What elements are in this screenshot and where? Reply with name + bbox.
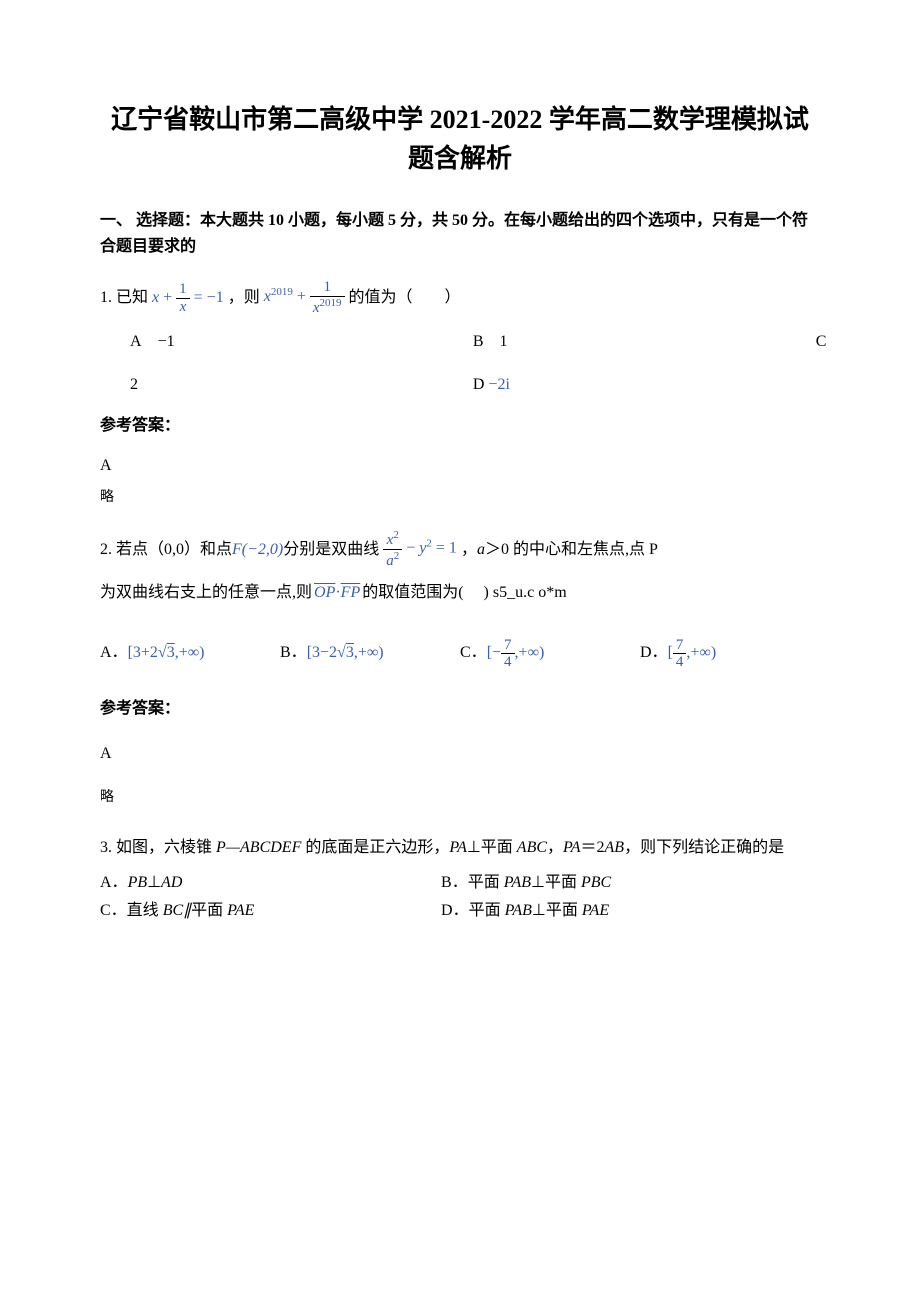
q3-tk: ，则下列结论正确的是: [624, 839, 784, 856]
q1-optD-val: −2i: [488, 376, 509, 393]
q2-optB-label: B．: [280, 635, 307, 670]
q1-options-row2: 2 D −2i: [100, 367, 850, 402]
q3-optA-v2: ⊥: [147, 874, 161, 891]
q2-optD-val: [74,+∞): [668, 635, 717, 670]
q3-optD-v1: PAB: [505, 902, 532, 919]
q3-optA: A．: [100, 874, 128, 891]
q2-fpoint: F(−2,0): [232, 532, 283, 567]
q3-optB-v2: ⊥平面: [531, 874, 581, 891]
q1-optA-val: −1: [158, 333, 175, 350]
q2-prefix: 2. 若点（0,0）和点: [100, 532, 232, 567]
q1-note: 略: [100, 487, 820, 509]
q3-optA-v1: PB: [128, 874, 148, 891]
q3-optD: D．平面: [441, 902, 505, 919]
q3-tc: 的底面是正六边形，: [305, 839, 449, 856]
q2-optC-val: [−74,+∞): [487, 635, 545, 670]
q2-optA-label: A．: [100, 635, 128, 670]
q3-optC-v2: 平面: [191, 902, 227, 919]
q3-tb: P—ABCDEF: [216, 839, 305, 856]
q3-optC-v3: PAE: [227, 902, 254, 919]
q3-ti: ＝2: [581, 839, 605, 856]
q1-optD-label: D: [473, 376, 485, 393]
q3-optA-v3: AD: [161, 874, 182, 891]
q3-tf: ABC: [517, 839, 547, 856]
q1-optB-val: 1: [500, 333, 508, 350]
q2-answer: A: [100, 741, 820, 767]
q3-optB-v3: PBC: [581, 874, 611, 891]
question-2: 2. 若点（0,0）和点 F(−2,0) 分别是双曲线 x2a2 − y2 = …: [100, 529, 820, 671]
q3-optC-v1: BC∥: [163, 902, 191, 919]
q2-options: A． [3+2√3,+∞) B． [3−2√3,+∞) C． [−74,+∞) …: [100, 635, 820, 670]
q3-optC: C．直线: [100, 902, 163, 919]
q3-ta: 3. 如图，六棱锥: [100, 839, 216, 856]
q2-line2a: 为双曲线右支上的任意一点,则: [100, 575, 312, 610]
q1-answer: A: [100, 453, 820, 479]
q1-suffix: 的值为（ ）: [349, 280, 461, 315]
q3-optB-v1: PAB: [504, 874, 531, 891]
q1-answer-label: 参考答案：: [100, 413, 820, 439]
q2-mid2: ，: [461, 532, 477, 567]
q1-optA-label: A: [130, 333, 142, 350]
q2-note: 略: [100, 787, 820, 809]
q2-optC-label: C．: [460, 635, 487, 670]
q1-options-row1: A −1 B 1 C: [100, 324, 850, 359]
q1-optB-label: B: [473, 333, 484, 350]
q2-mid1: 分别是双曲线: [283, 532, 379, 567]
q2-optB-val: [3−2√3,+∞): [307, 635, 384, 670]
q3-optD-v2: ⊥平面: [532, 902, 582, 919]
q2-line2b: 的取值范围为( ) s5_u.c o*m: [362, 575, 566, 610]
q1-expr2: x2019 + 1x2019: [264, 279, 345, 316]
q1-prefix: 1. 已知: [100, 280, 148, 315]
q1-expr1: x + 1x = −1: [152, 280, 224, 315]
q3-optD-v3: PAE: [582, 902, 609, 919]
q2-mid3: ＞0 的中心和左焦点,点 P: [485, 532, 658, 567]
q3-th: PA: [563, 839, 580, 856]
q2-dotprod: OP·FP: [314, 575, 360, 610]
q1-optC-label: C: [816, 333, 827, 350]
q2-optA-val: [3+2√3,+∞): [128, 635, 205, 670]
q3-tj: AB: [605, 839, 625, 856]
q2-optD-label: D．: [640, 635, 668, 670]
q2-answer-label: 参考答案：: [100, 696, 820, 722]
q2-hyperbola: x2a2 − y2 = 1: [383, 529, 457, 569]
q1-opt2-label: 2: [130, 376, 138, 393]
page-title: 辽宁省鞍山市第二高级中学 2021-2022 学年高二数学理模拟试题含解析: [100, 100, 820, 178]
section-header: 一、 选择题：本大题共 10 小题，每小题 5 分，共 50 分。在每小题给出的…: [100, 208, 820, 259]
q3-td: PA: [449, 839, 466, 856]
q3-tg: ，: [547, 839, 563, 856]
q3-options: A．PB⊥AD B．平面 PAB⊥平面 PBC C．直线 BC∥平面 PAE D…: [100, 869, 820, 923]
question-3: 3. 如图，六棱锥 P—ABCDEF 的底面是正六边形，PA⊥平面 ABC，PA…: [100, 834, 820, 924]
q3-optB: B．平面: [441, 874, 504, 891]
q1-mid: ，则: [228, 280, 260, 315]
q3-te: ⊥平面: [467, 839, 517, 856]
question-1: 1. 已知 x + 1x = −1 ，则 x2019 + 1x2019 的值为（…: [100, 279, 820, 402]
q2-a: a: [477, 532, 485, 567]
